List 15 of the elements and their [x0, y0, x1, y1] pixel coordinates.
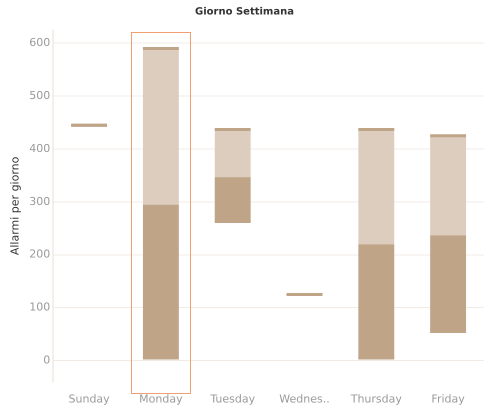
- x-tick-label: Wednes..: [279, 392, 330, 406]
- y-tick-label: 500: [29, 88, 50, 102]
- y-tick-label: 400: [29, 142, 50, 155]
- y-tick-label: 100: [29, 300, 50, 314]
- y-tick-label: 0: [43, 354, 50, 366]
- y-tick-label: 300: [29, 194, 50, 208]
- chart-title: Giorno Settimana: [195, 6, 294, 18]
- x-tick-label: Monday: [139, 392, 184, 406]
- x-tick-label: Sunday: [68, 392, 110, 406]
- x-tick-label: Tuesday: [209, 392, 256, 406]
- x-tick-label: Thursday: [350, 392, 402, 406]
- y-tick-label: 200: [29, 248, 50, 261]
- y-tick-label: 600: [29, 36, 50, 50]
- x-tick-label: Friday: [431, 392, 466, 406]
- y-axis-title: Allarmi per giorno: [8, 156, 22, 256]
